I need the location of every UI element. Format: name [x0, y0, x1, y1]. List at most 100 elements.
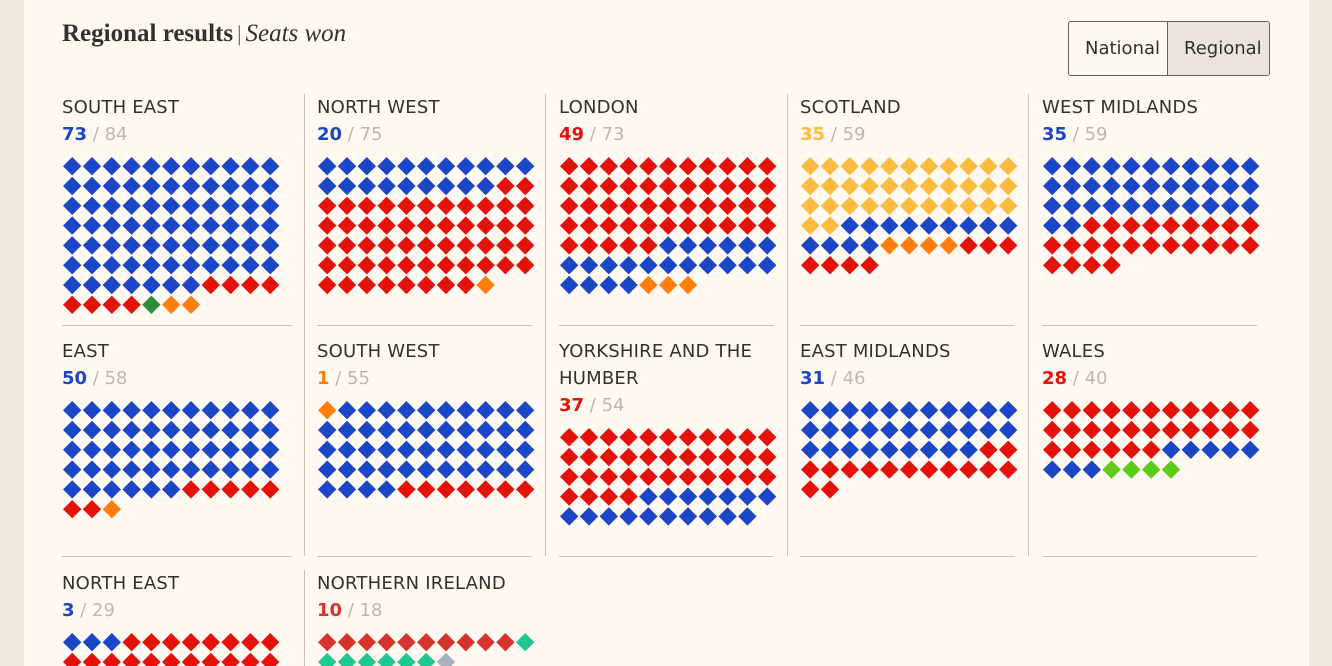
seat-diamond-con — [397, 176, 416, 196]
seat-diamond-con — [880, 401, 899, 420]
seat-diamond-lab — [1082, 256, 1101, 275]
seat-diamond-con — [181, 401, 201, 420]
seat-diamond-lab — [659, 157, 678, 176]
region-name: WALES — [1042, 341, 1105, 362]
seat-diamond-lab — [377, 256, 396, 275]
region-name: NORTHERN IRELAND — [317, 573, 506, 594]
region-seat-count: 31 / 46 — [800, 365, 1015, 392]
regional-toggle-button[interactable]: Regional — [1168, 22, 1269, 75]
seat-diamond-lab — [496, 216, 515, 235]
seat-diamond-lab — [1142, 420, 1161, 440]
seat-diamond-con — [241, 216, 260, 235]
winner-seats: 3 — [62, 600, 75, 621]
national-toggle-button[interactable]: National — [1069, 22, 1168, 75]
seat-diamond-dup — [337, 633, 357, 652]
seat-diamond-lab — [1082, 236, 1101, 255]
seat-diamond-lab — [959, 236, 978, 255]
seat-diamond-lab — [1221, 236, 1240, 255]
seat-diamond-lab — [1082, 420, 1101, 440]
seat-diamond-lab — [1102, 420, 1121, 440]
seat-diamond-lab — [619, 196, 638, 215]
seat-diamond-con — [82, 401, 102, 420]
seat-diamond-con — [181, 157, 201, 176]
seat-diamond-con — [860, 420, 879, 440]
seat-diamond-lab — [718, 467, 737, 486]
seat-diamond-con — [82, 480, 102, 499]
seat-diamond-con — [261, 401, 280, 420]
seat-diamond-con — [417, 420, 436, 440]
seat-diamond-lab — [397, 275, 416, 295]
view-toggle[interactable]: National Regional — [1068, 21, 1270, 76]
seat-diamond-con — [241, 176, 260, 196]
seat-diamond-con — [659, 256, 678, 275]
region-name: SOUTH WEST — [317, 341, 440, 362]
seat-diamond-lab — [919, 460, 939, 479]
seat-diamond-con — [162, 275, 181, 295]
seat-diamond-lab — [698, 467, 717, 486]
seat-diamond-lab — [516, 480, 535, 499]
seat-diamond-lab — [1181, 216, 1200, 235]
seat-diamond-lab — [1122, 420, 1141, 440]
seat-diamond-lab — [718, 428, 737, 447]
seat-diamond-lab — [1142, 440, 1161, 459]
seat-diamond-con — [261, 196, 280, 215]
seat-diamond-con — [840, 236, 859, 255]
seat-diamond-con — [241, 440, 260, 459]
seat-diamond-lab — [560, 176, 579, 196]
seat-diamond-con — [181, 256, 201, 275]
seat-diamond-dup — [397, 633, 416, 652]
seat-diamond-lab — [1102, 256, 1121, 275]
seat-diamond-snp — [999, 196, 1018, 215]
seat-diamond-con — [162, 256, 181, 275]
seat-diamond-lab — [560, 487, 579, 506]
seat-diamond-lab — [1181, 420, 1200, 440]
seat-diamond-con — [476, 157, 495, 176]
seat-diamond-con — [1043, 460, 1062, 479]
seat-diamond-lab — [979, 236, 998, 255]
seat-diamond-con — [63, 216, 82, 235]
seat-diamond-con — [397, 401, 416, 420]
seat-diamond-con — [102, 196, 121, 215]
seat-diamond-con — [318, 176, 337, 196]
seat-diamond-lab — [1122, 216, 1141, 235]
seat-diamond-snp — [919, 176, 939, 196]
seat-diamond-con — [496, 420, 515, 440]
seat-diamond-con — [201, 157, 220, 176]
seat-diamond-lab — [82, 295, 102, 314]
seat-diamond-con — [1142, 176, 1161, 196]
winner-seats: 50 — [62, 368, 88, 389]
seat-diamond-con — [900, 440, 919, 459]
seat-diamond-lab — [318, 236, 337, 255]
seat-diamond-lab — [1043, 256, 1062, 275]
total-seats: 73 — [601, 124, 625, 145]
seat-diamond-con — [1142, 196, 1161, 215]
seat-diamond-con — [959, 216, 978, 235]
seat-diamond-snp — [880, 157, 899, 176]
seat-diamond-con — [63, 157, 82, 176]
seat-diamond-con — [900, 420, 919, 440]
seat-diamond-lab — [476, 480, 495, 499]
seat-diamond-lab — [1082, 216, 1101, 235]
seat-diamond-con — [142, 275, 161, 295]
seat-diamond-lab — [1043, 440, 1062, 459]
row-divider — [559, 556, 774, 557]
seat-diamond-snp — [919, 157, 939, 176]
seat-diamond-lab — [318, 275, 337, 295]
seat-diamond-lab — [516, 236, 535, 255]
seat-diamond-lab — [1062, 256, 1082, 275]
seat-diamond-lab — [579, 236, 599, 255]
seat-diamond-lab — [758, 467, 777, 486]
seat-diamond-con — [181, 420, 201, 440]
seat-diamond-lab — [456, 480, 475, 499]
seat-diamond-con — [1062, 216, 1082, 235]
seat-diamond-snp — [801, 157, 820, 176]
seat-diamond-dup — [357, 633, 376, 652]
seat-waffle — [318, 157, 535, 295]
seat-diamond-con — [436, 401, 456, 420]
seat-diamond-ld — [900, 236, 919, 255]
seat-diamond-con — [959, 440, 978, 459]
seat-diamond-dup — [476, 633, 495, 652]
seat-diamond-lab — [1241, 236, 1260, 255]
seat-diamond-pc — [1142, 460, 1161, 479]
seat-diamond-con — [318, 460, 337, 479]
